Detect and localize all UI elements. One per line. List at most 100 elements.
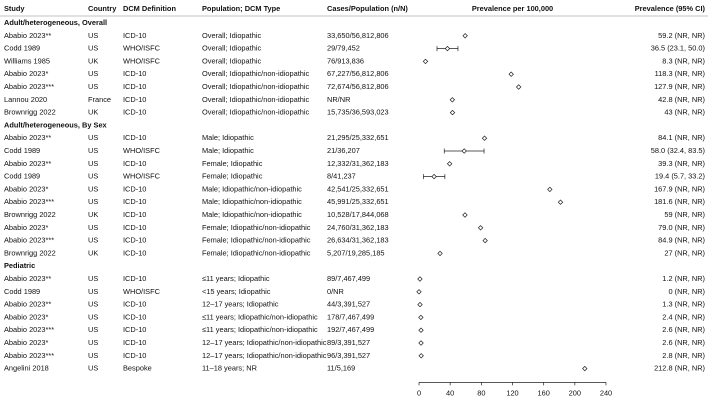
prevalence-label: 58.0 (32.4, 83.5) — [651, 146, 705, 155]
point — [461, 148, 467, 154]
group-header: Adult/heterogeneous, By Sex — [4, 120, 108, 129]
column-header: DCM Definition — [123, 4, 176, 13]
cell: France — [88, 95, 111, 104]
cell: ICD-10 — [123, 274, 146, 283]
cell: 29/79,452 — [327, 44, 360, 53]
cell: ICD-10 — [123, 351, 146, 360]
x-tick-label: 240 — [600, 388, 612, 397]
prevalence-label: 42.8 (NR, NR) — [658, 95, 705, 104]
point — [418, 340, 424, 346]
prevalence-label: 79.0 (NR, NR) — [658, 223, 705, 232]
cell: Lannou 2020 — [4, 95, 47, 104]
cell: ICD-10 — [123, 223, 146, 232]
point — [508, 71, 514, 77]
cell: ICD-10 — [123, 325, 146, 334]
cell: ≤11 years; Idiopathic/non-idiopathic — [202, 312, 318, 321]
cell: 67,227/56,812,806 — [327, 69, 389, 78]
cell: 72,674/56,812,806 — [327, 82, 389, 91]
cell: ICD-10 — [123, 197, 146, 206]
cell: 42,541/25,332,651 — [327, 184, 389, 193]
cell: Codd 1989 — [4, 172, 40, 181]
prevalence-label: 2.6 (NR, NR) — [662, 338, 705, 347]
cell: Ababio 2023*** — [4, 236, 54, 245]
cell: UK — [88, 210, 98, 219]
cell: US — [88, 325, 98, 334]
cell: <15 years; Idiopathic — [202, 287, 271, 296]
cell: US — [88, 197, 98, 206]
cell: 33,650/56,812,806 — [327, 31, 389, 40]
cell: 24,760/31,362,183 — [327, 223, 389, 232]
cell: ≤11 years; Idiopathic/non-idiopathic — [202, 325, 318, 334]
cell: 11/5,169 — [327, 364, 355, 373]
prevalence-label: 1.3 (NR, NR) — [662, 300, 705, 309]
cell: Overall; Idiopathic — [202, 44, 261, 53]
prevalence-label: 19.4 (5.7, 33.2) — [655, 172, 705, 181]
prevalence-label: 0 (NR, NR) — [668, 287, 705, 296]
prevalence-label: 59.2 (NR, NR) — [658, 31, 705, 40]
point — [482, 237, 488, 244]
cell: US — [88, 44, 98, 53]
point — [462, 33, 468, 39]
prevalence-label: 2.6 (NR, NR) — [662, 325, 705, 334]
cell: 44/3,391,527 — [327, 300, 370, 309]
prevalence-label: 8.3 (NR, NR) — [662, 56, 705, 65]
cell: Male; Idiopathic/non-idiopathic — [202, 197, 302, 206]
cell: WHO/ISFC — [123, 172, 161, 181]
prevalence-label: 2.8 (NR, NR) — [662, 351, 705, 360]
point — [431, 173, 437, 180]
point — [557, 199, 564, 205]
cell: Male; Idiopathic/non-idiopathic — [202, 184, 302, 193]
cell: Angelini 2018 — [4, 364, 49, 373]
x-tick-label: 160 — [537, 388, 549, 397]
cell: 178/7,467,499 — [327, 312, 374, 321]
cell: 10,528/17,844,068 — [327, 210, 389, 219]
cell: Ababio 2023** — [4, 133, 51, 142]
prevalence-label: 118.3 (NR, NR) — [655, 69, 705, 78]
column-header: Prevalence (95% CI) — [635, 4, 706, 13]
point — [446, 161, 453, 167]
cell: 12,332/31,362,183 — [327, 159, 389, 168]
x-tick-label: 80 — [477, 388, 485, 397]
cell: Male; Idiopathic/non-idiopathic — [202, 210, 302, 219]
prevalence-label: 1.2 (NR, NR) — [662, 274, 705, 283]
cell: ICD-10 — [123, 108, 146, 117]
cell: Ababio 2023** — [4, 300, 51, 309]
cell: WHO/ISFC — [123, 44, 161, 53]
cell: 21/36,207 — [327, 146, 360, 155]
column-header: Prevalence per 100,000 — [472, 4, 553, 13]
cell: Ababio 2023* — [4, 338, 49, 347]
prevalence-label: 181.6 (NR, NR) — [654, 197, 705, 206]
cell: UK — [88, 108, 98, 117]
cell: 96/3,391,527 — [327, 351, 370, 360]
cell: Female; Idiopathic — [202, 172, 263, 181]
point — [417, 276, 423, 282]
point — [437, 250, 443, 257]
cell: US — [88, 300, 98, 309]
cell: Codd 1989 — [4, 146, 40, 155]
point — [449, 109, 456, 116]
cell: Male; Idiopathic — [202, 133, 254, 142]
cell: 11–18 years; NR — [202, 364, 257, 373]
x-tick-label: 40 — [446, 388, 454, 397]
cell: ≤11 years; Idiopathic — [202, 274, 270, 283]
cell: Ababio 2023*** — [4, 82, 54, 91]
cell: Female; Idiopathic/non-idiopathic — [202, 248, 311, 257]
cell: Ababio 2023** — [4, 159, 51, 168]
cell: Brownrigg 2022 — [4, 108, 56, 117]
x-tick-label: 0 — [417, 388, 421, 397]
cell: ICD-10 — [123, 82, 146, 91]
point — [515, 84, 522, 90]
cell: Bespoke — [123, 364, 152, 373]
cell: US — [88, 82, 98, 91]
point — [418, 327, 424, 333]
cell: Overall; Idiopathic/non-idiopathic — [202, 95, 310, 104]
x-tick-label: 200 — [569, 388, 581, 397]
point — [418, 353, 424, 359]
cell: US — [88, 172, 98, 181]
prevalence-label: 167.9 (NR, NR) — [654, 184, 705, 193]
cell: ICD-10 — [123, 210, 146, 219]
cell: US — [88, 69, 98, 78]
cell: 12–17 years; Idiopathic — [202, 300, 279, 309]
cell: Codd 1989 — [4, 287, 40, 296]
cell: Female; Idiopathic/non-idiopathic — [202, 223, 311, 232]
